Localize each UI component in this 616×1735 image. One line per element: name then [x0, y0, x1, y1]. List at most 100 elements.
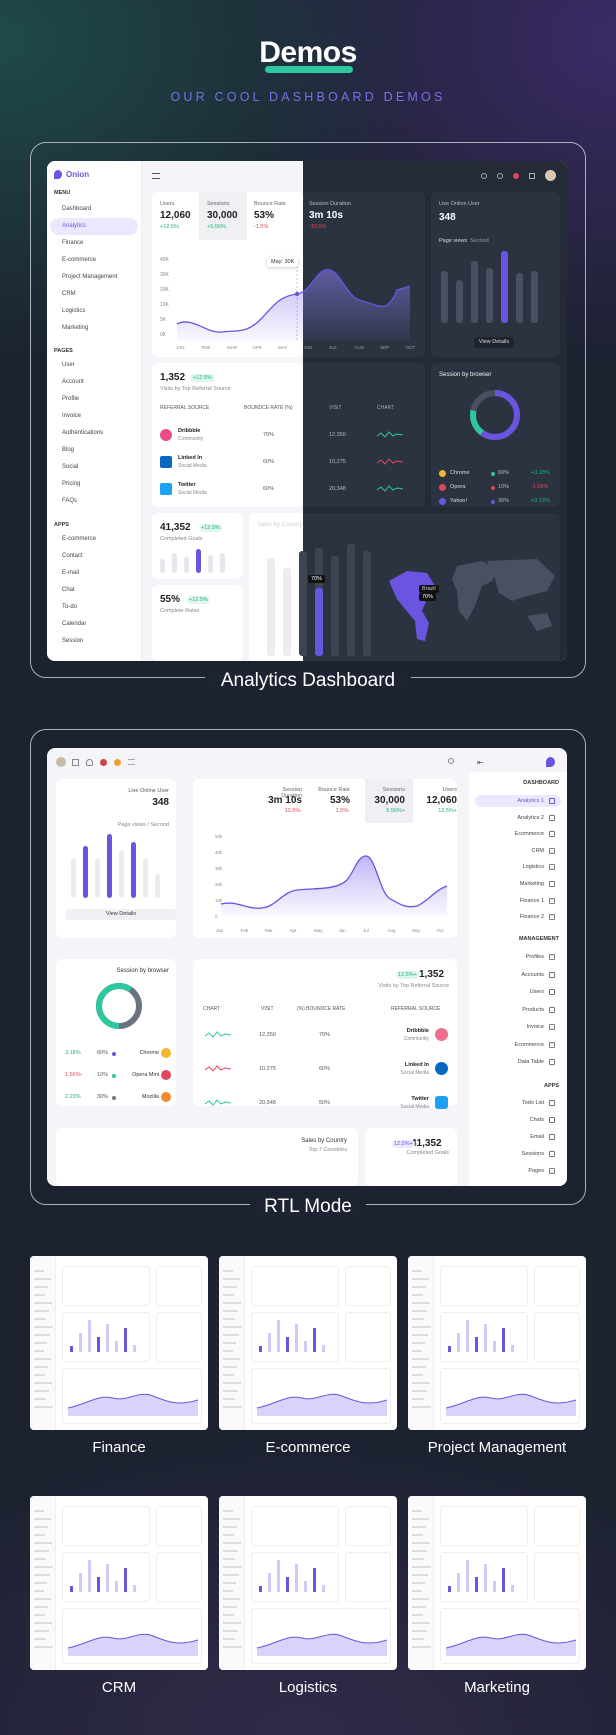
- sidebar-item[interactable]: E-commerce: [62, 536, 97, 542]
- sidebar-item[interactable]: E-mail: [62, 570, 80, 576]
- sidebar-item[interactable]: Account: [62, 379, 84, 385]
- sidebar-item[interactable]: Chat: [62, 587, 75, 593]
- sidebar-item[interactable]: Calendar: [62, 621, 87, 627]
- sidebar-item[interactable]: CRM: [62, 291, 76, 297]
- sidebar-item[interactable]: Analytics: [50, 218, 138, 235]
- demo-thumbnail[interactable]: [219, 1496, 397, 1670]
- rtl-referral-source-name[interactable]: Linked In: [404, 1062, 429, 1068]
- rtl-sidebar-item[interactable]: Analytics 2: [517, 814, 544, 821]
- sidebar-item[interactable]: Invoice: [62, 413, 82, 419]
- rtl-view-details-button[interactable]: View Details: [66, 909, 176, 920]
- thumbnail-bar: [304, 1581, 307, 1592]
- referral-source-name[interactable]: Linked In: [178, 455, 203, 461]
- theme-icon[interactable]: [114, 759, 121, 766]
- rtl-sidebar-item[interactable]: Analytics 1: [517, 798, 544, 804]
- sidebar-item[interactable]: Marketing: [62, 325, 89, 331]
- thumbnail-label[interactable]: Logistics: [278, 1679, 338, 1696]
- rtl-stat-value: 53%: [329, 795, 350, 806]
- translate-icon[interactable]: [72, 759, 79, 766]
- rtl-sidebar-item[interactable]: Accounts: [521, 971, 544, 978]
- avatar[interactable]: [56, 757, 66, 767]
- rtl-sidebar-item[interactable]: CRM: [531, 847, 544, 854]
- thumbnail-sidebar-line: [412, 1390, 427, 1392]
- search-icon[interactable]: [481, 173, 487, 179]
- rtl-sidebar-item[interactable]: Finance 1: [519, 897, 544, 904]
- demo-thumbnail[interactable]: [408, 1256, 586, 1430]
- thumbnail-sidebar-line: [34, 1574, 50, 1576]
- sidebar-item[interactable]: Blog: [62, 447, 75, 453]
- rtl-sidebar-item[interactable]: Todo List: [521, 1100, 544, 1106]
- thumbnail-label[interactable]: Marketing: [464, 1679, 530, 1696]
- referral-source-name[interactable]: Twitter: [178, 482, 196, 488]
- rtl-sidebar-item[interactable]: Chats: [529, 1117, 544, 1123]
- rtl-sidebar-item[interactable]: Products: [522, 1006, 544, 1013]
- collapse-arrow-icon[interactable]: ⇤: [477, 758, 484, 767]
- analytics-caption[interactable]: Analytics Dashboard: [205, 670, 411, 692]
- notification-icon[interactable]: [513, 173, 519, 179]
- avatar[interactable]: [545, 170, 556, 181]
- flag-icon[interactable]: [100, 759, 107, 766]
- legend-dot: [491, 486, 495, 490]
- rtl-sidebar-item[interactable]: Marketing: [519, 881, 544, 887]
- rtl-sidebar-item[interactable]: Ecommerce: [514, 1041, 544, 1048]
- thumbnail-sidebar-line: [223, 1302, 241, 1304]
- thumbnail-bar: [502, 1328, 505, 1352]
- rtl-referral-source-name[interactable]: Dribbble: [406, 1028, 429, 1034]
- sidebar-item[interactable]: Pricing: [62, 481, 81, 487]
- thumbnail-card: [156, 1506, 202, 1546]
- thumbnail-label[interactable]: CRM: [101, 1679, 137, 1696]
- translate-icon[interactable]: [529, 173, 535, 179]
- thumbnail-bar: [457, 1573, 460, 1592]
- rtl-sidebar-item[interactable]: Pages: [528, 1168, 544, 1174]
- notification-icon[interactable]: [86, 759, 93, 766]
- rtl-referral-source-sub: Social Media: [400, 1070, 429, 1076]
- sidebar-item[interactable]: User: [62, 362, 75, 368]
- page-views-label: Page views: [439, 238, 468, 244]
- sidebar-item[interactable]: Authentications: [62, 430, 104, 436]
- demo-thumbnail[interactable]: [30, 1256, 208, 1430]
- thumbnail-sidebar-line: [223, 1270, 233, 1272]
- referral-source-name[interactable]: Dribbble: [178, 428, 201, 434]
- demo-thumbnail[interactable]: [219, 1256, 397, 1430]
- sidebar-item[interactable]: Logistics: [62, 308, 86, 314]
- rtl-sidebar-item-icon: [549, 971, 555, 978]
- rtl-sidebar-item[interactable]: Email: [530, 1134, 544, 1140]
- sidebar-item[interactable]: Dashboard: [62, 206, 92, 212]
- sidebar-item[interactable]: To-do: [62, 604, 78, 610]
- brand-logo-icon: [54, 170, 62, 179]
- sidebar-item[interactable]: Session: [62, 638, 84, 644]
- settings-icon[interactable]: [497, 173, 503, 179]
- thumbnail-bar: [313, 1328, 316, 1352]
- sidebar-item[interactable]: FAQs: [62, 498, 78, 504]
- search-icon[interactable]: [448, 758, 454, 764]
- thumbnail-label[interactable]: E-commerce: [265, 1439, 351, 1456]
- rtl-referral-source-name[interactable]: Twitter: [411, 1096, 429, 1102]
- live-users-card: [431, 192, 560, 357]
- thumbnail-label[interactable]: Project Management: [427, 1439, 567, 1456]
- thumbnail-sidebar-line: [412, 1574, 428, 1576]
- rtl-sidebar-item[interactable]: Logistics: [522, 864, 544, 871]
- sidebar-item[interactable]: Finance: [62, 240, 84, 246]
- rtl-sidebar-item[interactable]: Sessions: [521, 1151, 544, 1157]
- sidebar-item[interactable]: Profile: [62, 396, 80, 402]
- rtl-sidebar-item[interactable]: Ecommerce: [514, 831, 544, 838]
- hamburger-icon[interactable]: [152, 173, 160, 179]
- rtl-sidebar-item[interactable]: Invoice: [526, 1024, 544, 1030]
- thumbnail-label[interactable]: Finance: [92, 1439, 146, 1456]
- rtl-sidebar-item[interactable]: Profiles: [525, 954, 544, 960]
- demo-thumbnail[interactable]: [408, 1496, 586, 1670]
- thumbnail-sidebar-line: [223, 1558, 235, 1560]
- rtl-sidebar-item[interactable]: Users: [529, 989, 544, 995]
- menu-lines-icon[interactable]: [128, 759, 135, 765]
- thumbnail-bar: [493, 1341, 496, 1352]
- sidebar-item[interactable]: Social: [62, 464, 79, 470]
- sidebar-item[interactable]: Contact: [62, 553, 83, 559]
- sidebar-item[interactable]: Project Management: [62, 274, 118, 280]
- sidebar-item[interactable]: E-commerce: [62, 257, 97, 263]
- rtl-table-header: VISIT: [261, 1006, 274, 1012]
- rtl-caption[interactable]: RTL Mode: [250, 1196, 366, 1218]
- view-details-button[interactable]: View Details: [474, 337, 514, 348]
- demo-thumbnail[interactable]: [30, 1496, 208, 1670]
- rtl-sidebar-item[interactable]: Data Table: [517, 1059, 544, 1065]
- rtl-sidebar-item[interactable]: Finance 2: [519, 914, 544, 921]
